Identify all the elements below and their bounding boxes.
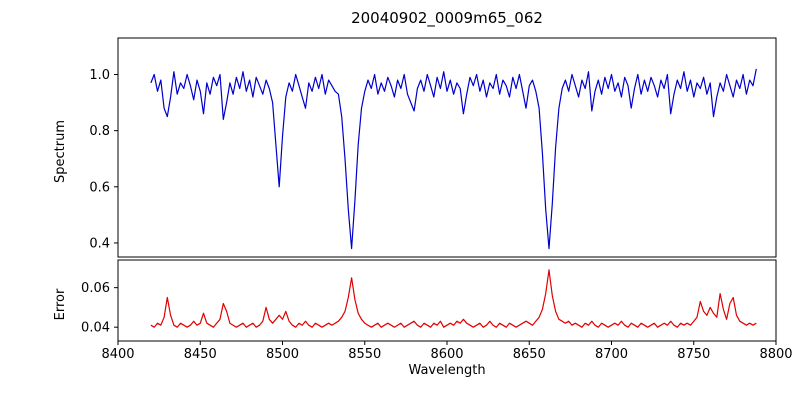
x-tick-label: 8400 [101, 347, 134, 362]
y-tick-label: 0.6 [89, 180, 110, 195]
axes-box-error [117, 259, 777, 342]
x-axis-label: Wavelength [408, 363, 485, 378]
y-tick-label: 1.0 [89, 68, 110, 83]
y-tick-label: 0.04 [81, 321, 110, 336]
spectrum-line [150, 68, 757, 250]
y-axis-label-error: Error [53, 288, 68, 320]
axes-box-spectrum [117, 37, 777, 258]
error-line [150, 269, 757, 328]
x-tick-label: 8550 [348, 347, 381, 362]
y-axis-label-spectrum: Spectrum [53, 120, 68, 183]
x-tick-label: 8800 [759, 347, 792, 362]
y-tick-label: 0.06 [81, 281, 110, 296]
x-tick-label: 8650 [513, 347, 546, 362]
x-tick-label: 8450 [184, 347, 217, 362]
chart-title: 20040902_0009m65_062 [351, 9, 543, 27]
y-tick-label: 0.4 [89, 236, 110, 251]
x-tick-label: 8500 [266, 347, 299, 362]
x-tick-label: 8700 [595, 347, 628, 362]
y-tick-label: 0.8 [89, 124, 110, 139]
x-tick-label: 8600 [430, 347, 463, 362]
x-tick-label: 8750 [677, 347, 710, 362]
